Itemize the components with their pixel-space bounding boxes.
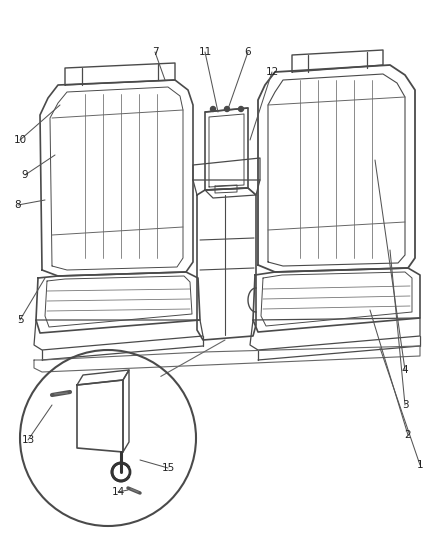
Circle shape [239, 107, 244, 111]
Circle shape [211, 107, 215, 111]
Text: 4: 4 [402, 365, 408, 375]
Text: 10: 10 [14, 135, 27, 145]
Text: 5: 5 [17, 315, 23, 325]
Text: 7: 7 [152, 47, 158, 57]
Text: 11: 11 [198, 47, 212, 57]
Text: 9: 9 [22, 170, 28, 180]
Text: 14: 14 [111, 487, 125, 497]
Text: 1: 1 [417, 460, 423, 470]
Text: 13: 13 [21, 435, 35, 445]
Text: 2: 2 [405, 430, 411, 440]
Text: 6: 6 [245, 47, 251, 57]
Text: 12: 12 [265, 67, 279, 77]
Text: 8: 8 [15, 200, 21, 210]
Circle shape [225, 107, 230, 111]
Text: 3: 3 [402, 400, 408, 410]
Text: 15: 15 [161, 463, 175, 473]
